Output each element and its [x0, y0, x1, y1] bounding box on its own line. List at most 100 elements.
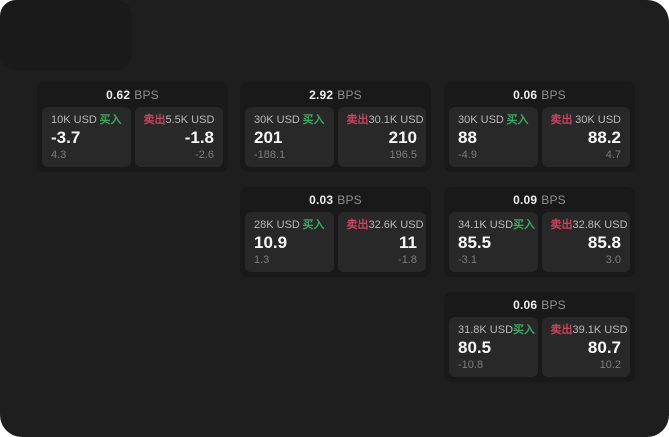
buy-tile[interactable]: 30K USD 买入 201 -188.1: [245, 107, 334, 167]
quote-card: 0.06 BPS 30K USD 买入 88 -4.9 卖出 30K USD 88…: [444, 82, 635, 172]
card-body: 10K USD 买入 -3.7 4.3 卖出 5.5K USD -1.8 -2.…: [37, 107, 228, 172]
buy-amount: 30K USD: [254, 114, 300, 126]
card-header: 0.62 BPS: [37, 82, 228, 107]
buy-change: 4.3: [51, 149, 67, 161]
sell-price: -1.8: [184, 127, 214, 147]
bps-unit-label: BPS: [337, 88, 362, 102]
sell-side-label: 卖出: [346, 219, 369, 231]
buy-change: -3.1: [458, 254, 477, 266]
buy-price: 201: [254, 127, 283, 147]
sell-amount: 30.1K USD: [368, 114, 424, 126]
sell-price: 11: [399, 232, 417, 252]
bps-value: 0.06: [513, 88, 538, 102]
buy-tile-top: 30K USD 买入: [458, 114, 529, 126]
buy-change: -10.8: [458, 359, 484, 371]
sell-change: -2.6: [195, 149, 214, 161]
buy-change: -188.1: [254, 149, 286, 161]
buy-side-label: 买入: [302, 219, 325, 231]
buy-side-label: 买入: [99, 114, 122, 126]
card-body: 31.8K USD 买入 80.5 -10.8 卖出 39.1K USD 80.…: [444, 317, 635, 382]
sell-tile[interactable]: 卖出 30K USD 88.2 4.7: [541, 107, 630, 167]
buy-price: 80.5: [458, 337, 492, 357]
buy-side-label: 买入: [506, 114, 529, 126]
card-body: 30K USD 买入 201 -188.1 卖出 30.1K USD 210 1…: [240, 107, 431, 172]
buy-tile[interactable]: 31.8K USD 买入 80.5 -10.8: [449, 317, 538, 377]
sell-side-label: 卖出: [550, 219, 573, 231]
sell-tile-top: 卖出 30.1K USD: [346, 114, 424, 126]
buy-price: 85.5: [458, 232, 492, 252]
sell-amount: 30K USD: [575, 114, 621, 126]
sell-tile-top: 卖出 30K USD: [551, 114, 622, 126]
buy-amount: 30K USD: [458, 114, 504, 126]
bps-value: 0.03: [309, 193, 334, 207]
card-header: 0.09 BPS: [444, 187, 635, 212]
buy-tile-top: 10K USD 买入: [51, 114, 122, 126]
card-header: 0.06 BPS: [444, 292, 635, 317]
buy-amount: 10K USD: [51, 114, 97, 126]
sell-side-label: 卖出: [550, 114, 573, 126]
sell-change: 196.5: [389, 149, 417, 161]
sell-tile[interactable]: 卖出 32.8K USD 85.8 3.0: [541, 212, 630, 272]
sell-price: 85.8: [587, 232, 621, 252]
quote-card: 0.03 BPS 28K USD 买入 10.9 1.3 卖出 32.6K USD…: [240, 187, 431, 277]
sell-tile-top: 卖出 5.5K USD: [144, 114, 215, 126]
buy-amount: 34.1K USD: [458, 219, 514, 231]
corner-overlay: [0, 0, 132, 70]
sell-side-label: 卖出: [550, 324, 573, 336]
sell-tile[interactable]: 卖出 30.1K USD 210 196.5: [337, 107, 426, 167]
sell-amount: 32.6K USD: [368, 219, 424, 231]
sell-tile-top: 卖出 32.6K USD: [346, 219, 424, 231]
quote-card: 2.92 BPS 30K USD 买入 201 -188.1 卖出 30.1K U…: [240, 82, 431, 172]
sell-amount: 5.5K USD: [165, 114, 215, 126]
sell-side-label: 卖出: [143, 114, 166, 126]
buy-side-label: 买入: [302, 114, 325, 126]
sell-tile[interactable]: 卖出 39.1K USD 80.7 10.2: [541, 317, 630, 377]
buy-price: 10.9: [254, 232, 288, 252]
buy-change: 1.3: [254, 254, 270, 266]
buy-side-label: 买入: [513, 219, 536, 231]
buy-tile-top: 30K USD 买入: [254, 114, 325, 126]
bps-unit-label: BPS: [134, 88, 159, 102]
sell-change: -1.8: [398, 254, 417, 266]
card-body: 30K USD 买入 88 -4.9 卖出 30K USD 88.2 4.7: [444, 107, 635, 172]
buy-amount: 28K USD: [254, 219, 300, 231]
buy-tile[interactable]: 10K USD 买入 -3.7 4.3: [42, 107, 131, 167]
sell-change: 10.2: [599, 359, 621, 371]
buy-side-label: 买入: [513, 324, 536, 336]
sell-price: 210: [388, 127, 417, 147]
bps-value: 0.06: [513, 298, 538, 312]
sell-amount: 32.8K USD: [572, 219, 628, 231]
card-header: 2.92 BPS: [240, 82, 431, 107]
sell-price: 88.2: [587, 127, 621, 147]
card-header: 0.03 BPS: [240, 187, 431, 212]
buy-price: 88: [458, 127, 477, 147]
sell-change: 3.0: [605, 254, 621, 266]
sell-change: 4.7: [605, 149, 621, 161]
buy-change: -4.9: [458, 149, 477, 161]
sell-side-label: 卖出: [346, 114, 369, 126]
bps-unit-label: BPS: [541, 88, 566, 102]
buy-tile-top: 31.8K USD 买入: [458, 324, 535, 336]
card-header: 0.06 BPS: [444, 82, 635, 107]
buy-tile-top: 34.1K USD 买入: [458, 219, 535, 231]
buy-tile[interactable]: 34.1K USD 买入 85.5 -3.1: [449, 212, 538, 272]
sell-tile-top: 卖出 39.1K USD: [550, 324, 628, 336]
buy-price: -3.7: [51, 127, 81, 147]
quote-card: 0.62 BPS 10K USD 买入 -3.7 4.3 卖出 5.5K USD …: [37, 82, 228, 172]
card-body: 28K USD 买入 10.9 1.3 卖出 32.6K USD 11 -1.8: [240, 212, 431, 277]
buy-tile-top: 28K USD 买入: [254, 219, 325, 231]
quote-card: 0.06 BPS 31.8K USD 买入 80.5 -10.8 卖出 39.1K…: [444, 292, 635, 382]
buy-tile[interactable]: 30K USD 买入 88 -4.9: [449, 107, 538, 167]
bps-value: 2.92: [309, 88, 334, 102]
card-body: 34.1K USD 买入 85.5 -3.1 卖出 32.8K USD 85.8…: [444, 212, 635, 277]
sell-tile[interactable]: 卖出 32.6K USD 11 -1.8: [337, 212, 426, 272]
sell-tile[interactable]: 卖出 5.5K USD -1.8 -2.6: [134, 107, 223, 167]
sell-amount: 39.1K USD: [572, 324, 628, 336]
bps-unit-label: BPS: [541, 193, 566, 207]
buy-tile[interactable]: 28K USD 买入 10.9 1.3: [245, 212, 334, 272]
bps-unit-label: BPS: [541, 298, 566, 312]
sell-price: 80.7: [587, 337, 621, 357]
buy-amount: 31.8K USD: [458, 324, 514, 336]
